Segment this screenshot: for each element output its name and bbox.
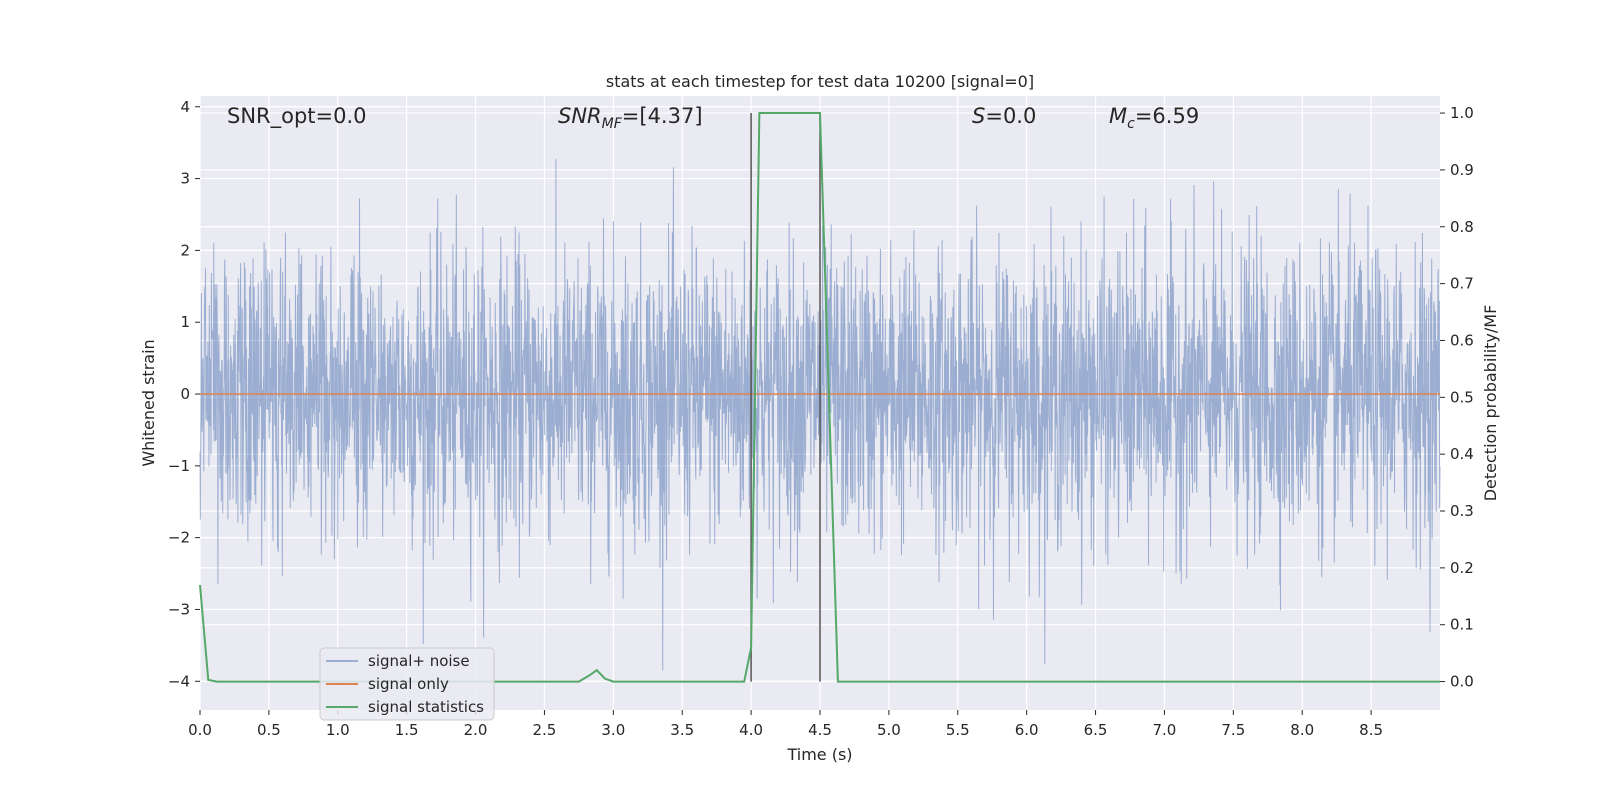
legend-label-statistics: signal statistics (368, 698, 484, 716)
y-right-tick-label: 0.8 (1450, 218, 1474, 236)
y-right-tick-label: 0.0 (1450, 673, 1474, 691)
x-tick-label: 8.5 (1359, 721, 1383, 739)
x-tick-label: 3.0 (601, 721, 625, 739)
y-left-tick-label: 3 (180, 170, 190, 188)
y-left-tick-label: 4 (180, 98, 190, 116)
y-right-tick-label: 0.3 (1450, 502, 1474, 520)
y-left-tick-label: −3 (168, 600, 190, 618)
y-right-tick-label: 0.4 (1450, 445, 1474, 463)
legend-label-signal-only: signal only (368, 675, 449, 693)
y-right-tick-label: 1.0 (1450, 104, 1474, 122)
x-tick-label: 1.5 (395, 721, 419, 739)
x-tick-label: 6.0 (1015, 721, 1039, 739)
x-axis-label: Time (s) (786, 745, 852, 764)
y-left-tick-label: 0 (180, 385, 190, 403)
y-right-tick-label: 0.6 (1450, 331, 1474, 349)
snr-mf-value: =[4.37] (622, 104, 703, 128)
y-left-tick-label: −4 (168, 672, 190, 690)
s-value: =0.0 (985, 104, 1036, 128)
x-tick-label: 0.5 (257, 721, 281, 739)
y-axis-right-label: Detection probability/MF (1481, 305, 1500, 502)
x-tick-label: 4.0 (739, 721, 763, 739)
x-tick-label: 1.0 (326, 721, 350, 739)
annotation-snr-mf: SNRMF=[4.37] (558, 104, 703, 132)
x-tick-label: 0.0 (188, 721, 212, 739)
mc-value: =6.59 (1135, 104, 1199, 128)
x-tick-label: 4.5 (808, 721, 832, 739)
x-tick-label: 2.5 (533, 721, 557, 739)
y-right-tick-label: 0.5 (1450, 388, 1474, 406)
data-layer (199, 112, 1441, 683)
y-left-tick-label: −1 (168, 457, 190, 475)
y-axis-left-label: Whitened strain (139, 339, 158, 466)
snr-mf-subscript: MF (602, 116, 623, 132)
y-right-tick-label: 0.1 (1450, 616, 1474, 634)
y-left-tick-label: 2 (180, 241, 190, 259)
mc-subscript: c (1127, 116, 1135, 132)
s-symbol: S (972, 104, 985, 128)
x-tick-label: 2.0 (464, 721, 488, 739)
series-signal-statistics (199, 112, 1440, 683)
annotation-snr-opt: SNR_opt=0.0 (227, 104, 367, 129)
legend-label-noise: signal+ noise (368, 652, 470, 670)
tick-labels: 0.0 0.5 1.0 1.5 2.0 2.5 3.0 3.5 4.0 4.5 5.0 5.5 6.0 6… (168, 98, 1474, 739)
y-right-tick-label: 0.9 (1450, 161, 1474, 179)
legend-box (319, 647, 495, 721)
x-tick-label: 5.5 (946, 721, 970, 739)
annotation-s: S=0.0 (972, 104, 1036, 128)
x-tick-label: 8.0 (1290, 721, 1314, 739)
y-right-tick-label: 0.7 (1450, 275, 1474, 293)
y-left-tick-label: −2 (168, 529, 190, 547)
x-tick-label: 7.0 (1153, 721, 1177, 739)
x-tick-label: 5.0 (877, 721, 901, 739)
annotation-mc: Mc=6.59 (1109, 104, 1199, 132)
y-right-tick-label: 0.2 (1450, 559, 1474, 577)
y-left-tick-label: 1 (180, 313, 190, 331)
x-tick-label: 3.5 (670, 721, 694, 739)
x-tick-label: 7.5 (1221, 721, 1245, 739)
x-tick-label: 6.5 (1084, 721, 1108, 739)
legend: signal+ noise signal only signal statist… (319, 647, 495, 721)
mc-symbol: M (1109, 104, 1127, 128)
chart-title: stats at each timestep for test data 102… (606, 72, 1034, 91)
snr-mf-symbol: SNR (558, 104, 602, 128)
